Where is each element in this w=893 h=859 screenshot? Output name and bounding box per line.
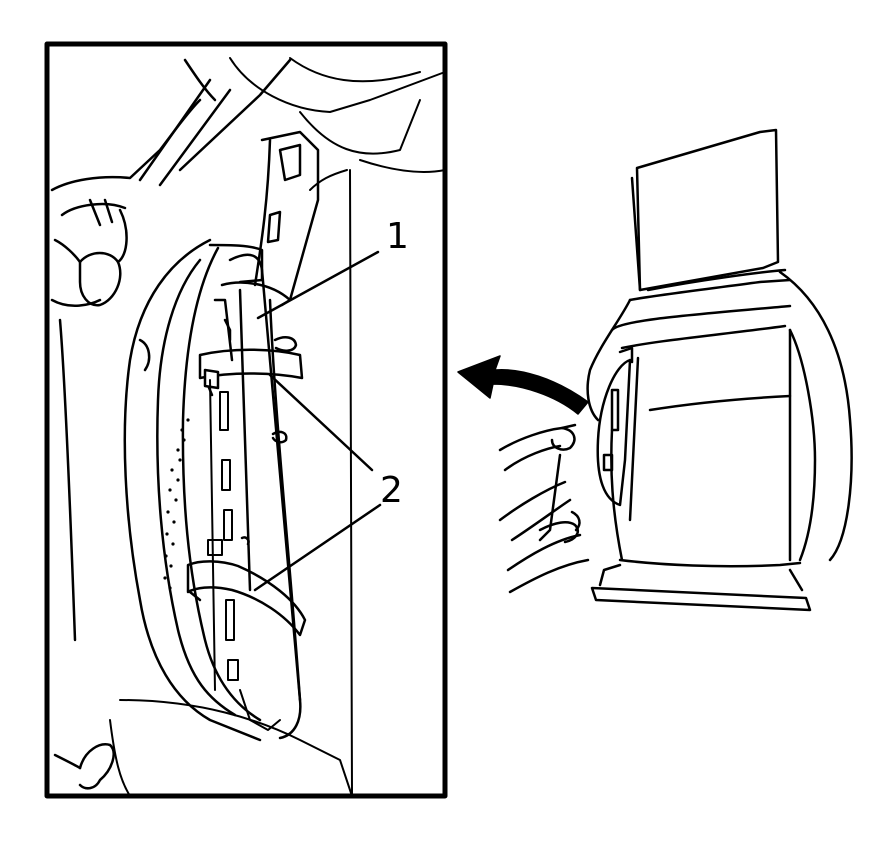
callout-leaders [253, 250, 382, 592]
detail-view [44, 41, 448, 799]
leader-1 [256, 250, 380, 320]
hands-overview [498, 423, 590, 594]
overview-bolster-detail [596, 346, 634, 507]
callout-label-2: 2 [380, 470, 403, 511]
hand-top-left [50, 58, 292, 307]
callout-label-1: 1 [386, 216, 409, 257]
overview-view [498, 128, 853, 612]
foam-texture [163, 418, 190, 590]
lower-strap [186, 560, 307, 637]
retainer-clips [207, 379, 281, 731]
leader-2-lower [253, 503, 382, 592]
callout-labels: 1 2 [380, 216, 409, 511]
upper-trim-retainer [208, 130, 320, 307]
seat-bolster [58, 238, 302, 742]
seat-back-overview [586, 128, 853, 612]
hand-bottom-left [53, 743, 115, 790]
detail-frame [44, 41, 448, 799]
body-background-lines [109, 57, 446, 797]
leader-2-upper [268, 373, 374, 472]
curved-arrow-left-icon [457, 355, 589, 415]
upper-strap [198, 348, 304, 397]
